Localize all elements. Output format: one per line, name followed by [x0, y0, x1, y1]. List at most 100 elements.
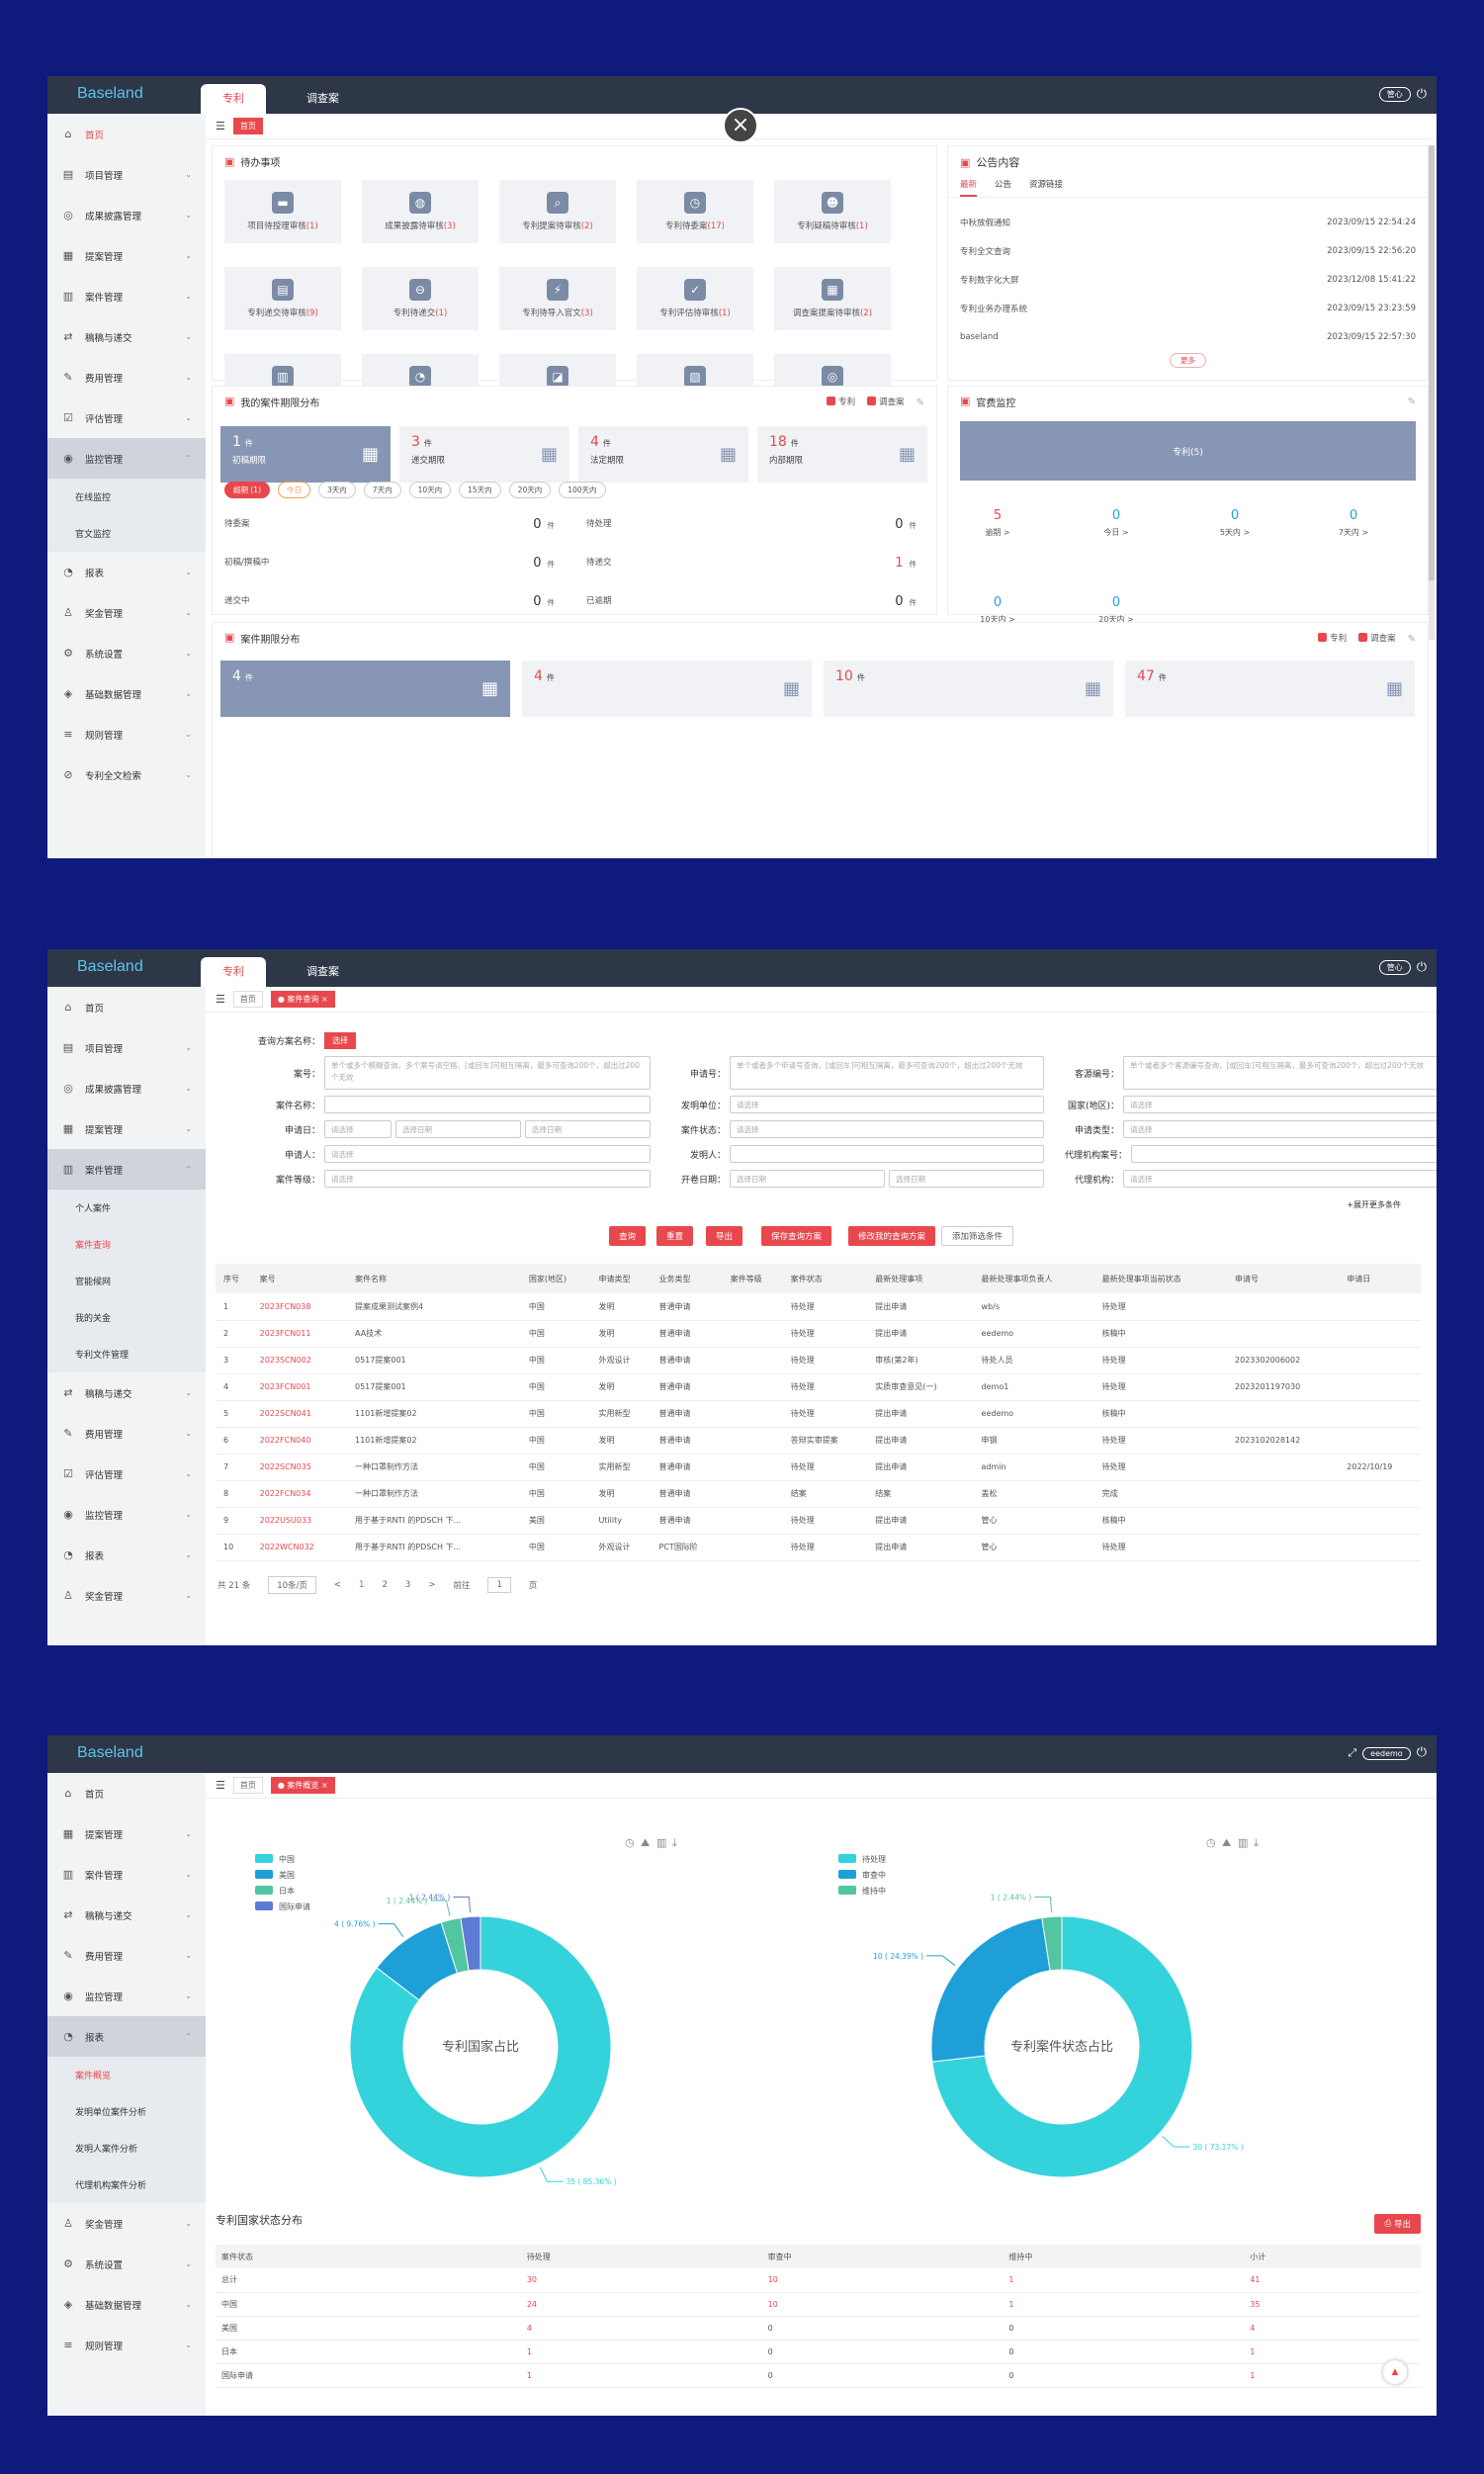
announcement-row[interactable]: 专利业务办理系统 2023/09/15 23:23:59: [948, 294, 1428, 322]
sidebar-subitem[interactable]: 官能候网: [47, 1263, 206, 1299]
pie-slice[interactable]: [930, 1916, 1051, 2063]
page-size-select[interactable]: 10条/页: [268, 1576, 316, 1594]
area-chart-icon[interactable]: ⛰: [641, 1836, 650, 1849]
sidebar-item[interactable]: ✎ 费用管理 ⌄: [47, 1413, 206, 1454]
edit-icon[interactable]: ✎: [1407, 634, 1416, 646]
column-header[interactable]: 国家(地区): [520, 1264, 591, 1293]
column-header[interactable]: 案件状态: [782, 1264, 868, 1293]
save-scheme-button[interactable]: 保存查询方案: [761, 1226, 832, 1246]
ann-tab-notice[interactable]: 公告: [995, 180, 1012, 190]
fee-item[interactable]: 0 20天内 >: [1087, 595, 1146, 625]
pie-slice[interactable]: [1041, 1915, 1063, 1972]
inventor-input[interactable]: [730, 1145, 1044, 1163]
announcement-row[interactable]: 专利数字化大屏 2023/12/08 15:41:22: [948, 265, 1428, 294]
row-value[interactable]: 0: [533, 556, 542, 571]
sidebar-item[interactable]: ▥ 案件管理 ⌄: [47, 276, 206, 316]
open-date-end[interactable]: 选择日期: [889, 1170, 1044, 1188]
column-header[interactable]: 申请日: [1339, 1264, 1421, 1293]
filter-chip[interactable]: 15天内: [459, 482, 501, 498]
sidebar-item[interactable]: ▥ 案件管理 ⌃: [47, 1149, 206, 1190]
select-scheme-button[interactable]: 选择: [324, 1032, 356, 1049]
row-value[interactable]: 0: [533, 594, 542, 609]
filter-chip[interactable]: 100天内: [559, 482, 606, 498]
sidebar-subitem[interactable]: 在线监控: [47, 479, 206, 515]
row-value[interactable]: 0: [895, 594, 904, 609]
table-row[interactable]: 7 2022SCN035 一种口罩制作方法 中国 实用新型 普通申请 待处理 提出申请 admi…: [216, 1454, 1421, 1481]
sidebar-item[interactable]: ⇄ 稿稿与递交 ⌄: [47, 1895, 206, 1935]
table-row[interactable]: 2 2023FCN011 AA技术 中国 发明 普通申请 待处理 提出申请 eedemo 核稿中: [216, 1320, 1421, 1348]
fee-item[interactable]: 0 7天内 >: [1324, 508, 1383, 538]
todo-item[interactable]: ▬ 项目待授理审核(1): [224, 180, 341, 243]
table-row[interactable]: 6 2022FCN040 1101新增提案02 中国 发明 普通申请 答辩实审提案 提出申请申…: [216, 1427, 1421, 1455]
column-header[interactable]: 最新处理事项: [867, 1264, 974, 1293]
filter-chip[interactable]: 7天内: [363, 482, 401, 498]
case-name-input[interactable]: [324, 1096, 651, 1113]
agency-no-input[interactable]: [1131, 1145, 1437, 1163]
filter-chip[interactable]: 3天内: [318, 482, 356, 498]
todo-item[interactable]: ▦ 调查案提案待审核(2): [774, 267, 891, 330]
page-3[interactable]: 3: [404, 1580, 411, 1590]
applicant-select[interactable]: 请选择: [324, 1145, 651, 1163]
tab-patent[interactable]: 专利: [201, 957, 266, 987]
sidebar-item[interactable]: ◉ 监控管理 ⌄: [47, 1976, 206, 2016]
column-header[interactable]: 序号: [216, 1264, 252, 1293]
crumb-home[interactable]: 首页: [232, 991, 263, 1008]
sidebar-item[interactable]: ☑ 评估管理 ⌄: [47, 1454, 206, 1494]
filter-chip[interactable]: 20天内: [508, 482, 552, 498]
table-row[interactable]: 4 2023FCN001 0517提案001 中国 发明 普通申请 待处理 实质审查意见(一)…: [216, 1373, 1421, 1401]
column-header[interactable]: 最新处理事项当前状态: [1093, 1264, 1228, 1293]
table-row[interactable]: 9 2022USU033 用于基于RNTI 的PDSCH 下... 美国 Utility…: [216, 1507, 1421, 1535]
fee-banner[interactable]: 专利(5): [960, 421, 1416, 481]
sidebar-item[interactable]: ◎ 成果披露管理 ⌄: [47, 1068, 206, 1108]
row-value[interactable]: 1: [895, 556, 904, 571]
deadline-stat[interactable]: 3 件递交期限 ▦: [399, 426, 569, 483]
sidebar-item[interactable]: ♙ 奖金管理 ⌄: [47, 2203, 206, 2244]
case-no-input[interactable]: 单个或多个模糊查询，多个案号请空格、[或回车]可相互隔离，最多可查询200个，超…: [324, 1056, 651, 1090]
legend-label[interactable]: 美国: [279, 1870, 295, 1880]
sidebar-item[interactable]: ◎ 成果披露管理 ⌄: [47, 195, 206, 235]
column-header[interactable]: 业务类型: [651, 1264, 723, 1293]
status-select[interactable]: 请选择: [730, 1120, 1044, 1138]
sidebar-item[interactable]: ▦ 提案管理 ⌄: [47, 235, 206, 276]
page-2[interactable]: 2: [382, 1580, 388, 1590]
case-link[interactable]: 2023SCN002: [251, 1347, 347, 1374]
column-header[interactable]: 申请类型: [590, 1264, 652, 1293]
sidebar-item[interactable]: ◈ 基础数据管理 ⌄: [47, 673, 206, 714]
sidebar-item[interactable]: ▦ 提案管理 ⌄: [47, 1108, 206, 1149]
sidebar-subitem[interactable]: 官文监控: [47, 515, 206, 552]
app-date-start[interactable]: 选择日期: [395, 1120, 521, 1138]
check-patent[interactable]: 专利: [1318, 632, 1347, 644]
sidebar-item[interactable]: ☑ 评估管理 ⌄: [47, 398, 206, 438]
app-date-select[interactable]: 请选择: [324, 1120, 392, 1138]
app-no-input[interactable]: 单个或者多个申请号查询，[或回车]可相互隔离，最多可查询200个，超出过200个…: [730, 1056, 1044, 1090]
tab-investigation[interactable]: 调查案: [306, 965, 339, 978]
more-button[interactable]: 更多: [1170, 353, 1206, 368]
history-icon[interactable]: ◷: [1206, 1836, 1216, 1849]
prev-page-icon[interactable]: <: [333, 1580, 342, 1590]
sidebar-item[interactable]: ⇄ 稿稿与递交 ⌄: [47, 316, 206, 357]
fee-item[interactable]: 0 5天内 >: [1205, 508, 1265, 538]
sidebar-item[interactable]: ✎ 费用管理 ⌄: [47, 357, 206, 398]
sidebar-item[interactable]: ◉ 监控管理 ⌃: [47, 438, 206, 479]
legend-label[interactable]: 维持中: [862, 1886, 886, 1896]
sidebar-item[interactable]: ⌂ 首页: [47, 987, 206, 1027]
sidebar-item[interactable]: ♙ 奖金管理 ⌄: [47, 592, 206, 633]
modify-scheme-button[interactable]: 修改我的查询方案: [848, 1226, 936, 1246]
case-link[interactable]: 2022SCN041: [251, 1400, 347, 1428]
announcement-row[interactable]: 专利全文查询 2023/09/15 22:56:20: [948, 236, 1428, 265]
history-icon[interactable]: ◷: [625, 1836, 635, 1849]
column-header[interactable]: 案件等级: [722, 1264, 783, 1293]
todo-item[interactable]: ⊖ 专利待递交(1): [362, 267, 479, 330]
sidebar-item[interactable]: ◈ 基础数据管理 ⌄: [47, 2284, 206, 2325]
fee-item[interactable]: 5 逾期 >: [968, 508, 1027, 538]
column-header[interactable]: 申请号: [1227, 1264, 1340, 1293]
table-row[interactable]: 10 2022WCN032 用于基于RNTI 的PDSCH 下... 中国 外观设计 PC…: [216, 1534, 1421, 1561]
case-link[interactable]: 2023FCN001: [251, 1373, 347, 1401]
sidebar-item[interactable]: ✎ 费用管理 ⌄: [47, 1935, 206, 1976]
sidebar-item[interactable]: ▤ 项目管理 ⌄: [47, 154, 206, 195]
crumb-home[interactable]: 首页: [232, 118, 263, 134]
row-value[interactable]: 0: [895, 517, 904, 532]
back-to-top-icon[interactable]: ▲: [1383, 2360, 1407, 2384]
column-header[interactable]: 案件名称: [347, 1264, 521, 1293]
power-icon[interactable]: ⏻: [1416, 86, 1427, 102]
